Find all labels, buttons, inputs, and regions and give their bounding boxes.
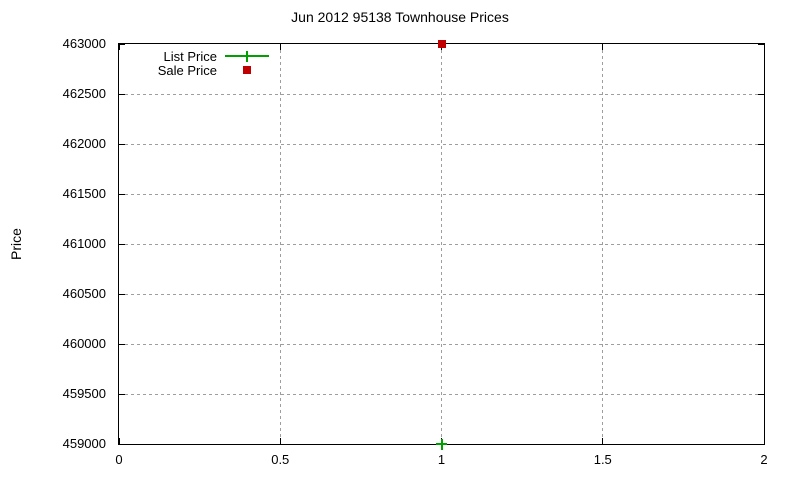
x-tick-mark	[279, 44, 281, 50]
gridline-horizontal	[119, 393, 764, 395]
y-tick-mark	[758, 43, 764, 45]
chart-title: Jun 2012 95138 Townhouse Prices	[291, 9, 509, 25]
y-tick-mark	[758, 293, 764, 295]
y-tick-mark	[119, 393, 125, 395]
y-tick-mark	[758, 393, 764, 395]
x-tick-mark	[602, 44, 604, 50]
legend-item-sale-price: Sale Price	[137, 62, 269, 78]
y-tick-mark	[119, 193, 125, 195]
x-tick-label: 1	[437, 452, 446, 467]
legend-sample-list-price	[225, 49, 269, 63]
x-tick-mark	[763, 44, 765, 50]
y-tick-mark	[758, 243, 764, 245]
legend-label-list-price: List Price	[163, 48, 217, 64]
gridline-horizontal	[119, 343, 764, 345]
legend: List Price Sale Price	[137, 48, 269, 78]
y-tick-label: 462000	[62, 136, 106, 151]
x-tick-label: 2	[760, 452, 768, 467]
y-tick-label: 461000	[62, 236, 106, 251]
y-tick-label: 460000	[62, 336, 106, 351]
x-tick-label: 0.5	[271, 452, 290, 467]
y-tick-label: 462500	[62, 86, 106, 101]
y-tick-mark	[119, 43, 125, 45]
y-tick-label: 463000	[62, 36, 106, 51]
y-tick-label: 459000	[62, 436, 106, 451]
y-tick-mark	[119, 293, 125, 295]
gridline-horizontal	[119, 143, 764, 145]
y-tick-mark	[119, 443, 125, 445]
data-point-plus	[436, 438, 447, 450]
legend-plus-marker	[241, 50, 253, 62]
y-tick-mark	[758, 143, 764, 145]
legend-sample-sale-price	[225, 63, 269, 77]
legend-square-marker	[243, 66, 251, 74]
y-tick-mark	[758, 443, 764, 445]
plot-area	[118, 40, 765, 450]
legend-item-list-price: List Price	[137, 48, 269, 64]
y-tick-mark	[758, 93, 764, 95]
gridline-horizontal	[119, 243, 764, 245]
x-tick-mark	[279, 438, 281, 444]
plus-marker-bar	[246, 50, 248, 62]
y-tick-label: 460500	[62, 286, 106, 301]
x-tick-mark	[763, 438, 765, 444]
legend-label-sale-price: Sale Price	[157, 62, 217, 78]
y-tick-mark	[758, 193, 764, 195]
y-tick-label: 461500	[62, 186, 106, 201]
x-tick-label: 0	[115, 452, 123, 467]
plus-marker-bar	[440, 438, 443, 450]
y-tick-label: 459500	[62, 386, 106, 401]
x-tick-mark	[118, 438, 120, 444]
gridline-horizontal	[119, 293, 764, 295]
gridline-horizontal	[119, 193, 764, 195]
data-point-square	[437, 40, 446, 48]
x-tick-label: 1.5	[593, 452, 612, 467]
y-tick-mark	[758, 343, 764, 345]
y-tick-mark	[119, 243, 125, 245]
x-tick-mark	[118, 44, 120, 50]
y-tick-mark	[119, 93, 125, 95]
x-tick-mark	[602, 438, 604, 444]
y-tick-mark	[119, 343, 125, 345]
y-tick-mark	[119, 143, 125, 145]
gridline-horizontal	[119, 93, 764, 95]
